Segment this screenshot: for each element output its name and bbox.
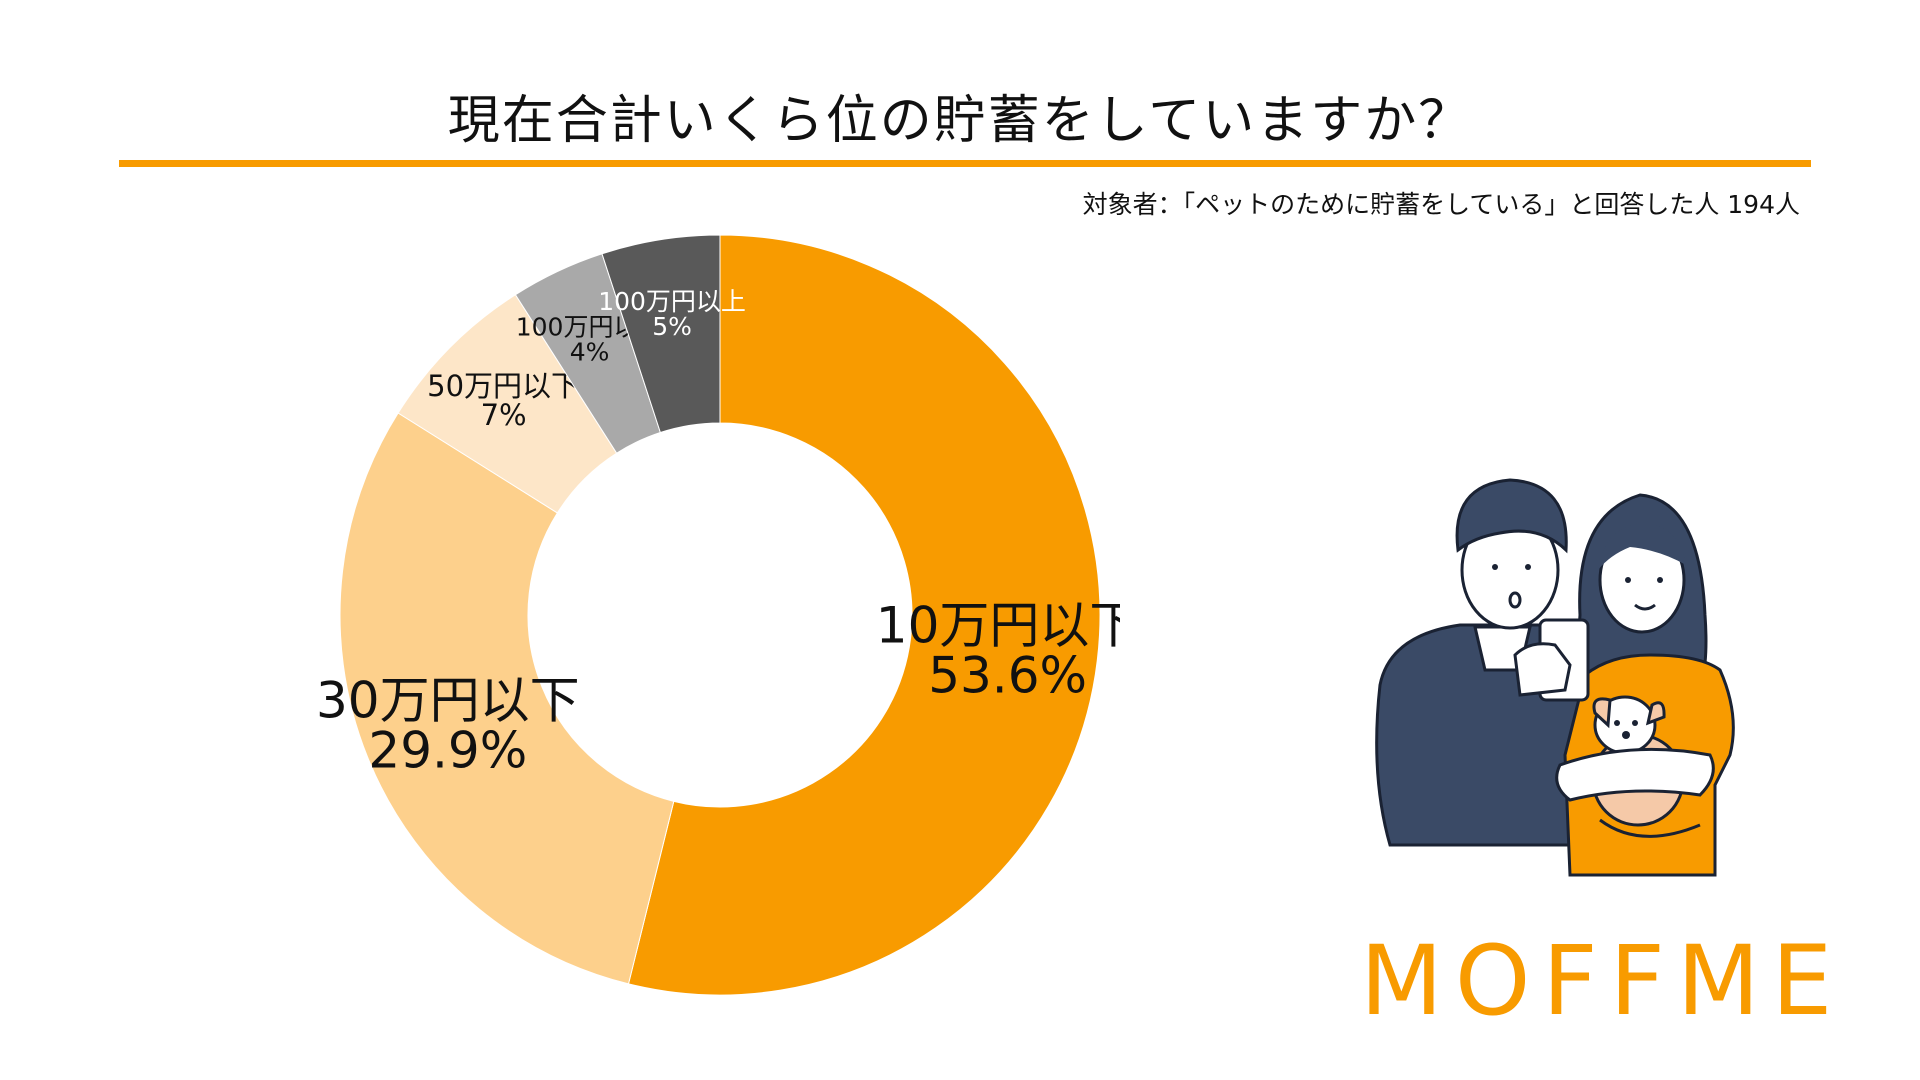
donut-slice <box>627 234 1101 996</box>
slice-category-label: 50万円以下 <box>427 369 580 403</box>
slice-value-label: 53.6% <box>928 647 1087 705</box>
slice-category-label: 100万円以上 <box>598 287 746 316</box>
slice-value-label: 7% <box>481 398 527 432</box>
slice-category-label: 30万円以下 <box>316 671 580 729</box>
donut-slice <box>601 234 721 434</box>
slice-value-label: 29.9% <box>368 721 527 779</box>
brand-logo: MOFFME <box>1360 925 1845 1037</box>
title-underline <box>119 160 1811 167</box>
slice-value-label: 5% <box>652 312 692 341</box>
couple-with-dog-illustration <box>1375 478 1735 877</box>
chart-subtitle: 対象者：「ペットのために貯蓄をしている」と回答した人 194人 <box>1082 190 1800 219</box>
chart-title: 現在合計いくら位の貯蓄をしていますか？ <box>447 91 1473 151</box>
donut-chart: 10万円以下53.6%30万円以下29.9%50万円以下7%100万円以下4%1… <box>316 234 1120 996</box>
donut-slice <box>339 412 675 985</box>
slice-category-label: 10万円以下 <box>876 597 1120 655</box>
slice-value-label: 4% <box>570 338 610 367</box>
